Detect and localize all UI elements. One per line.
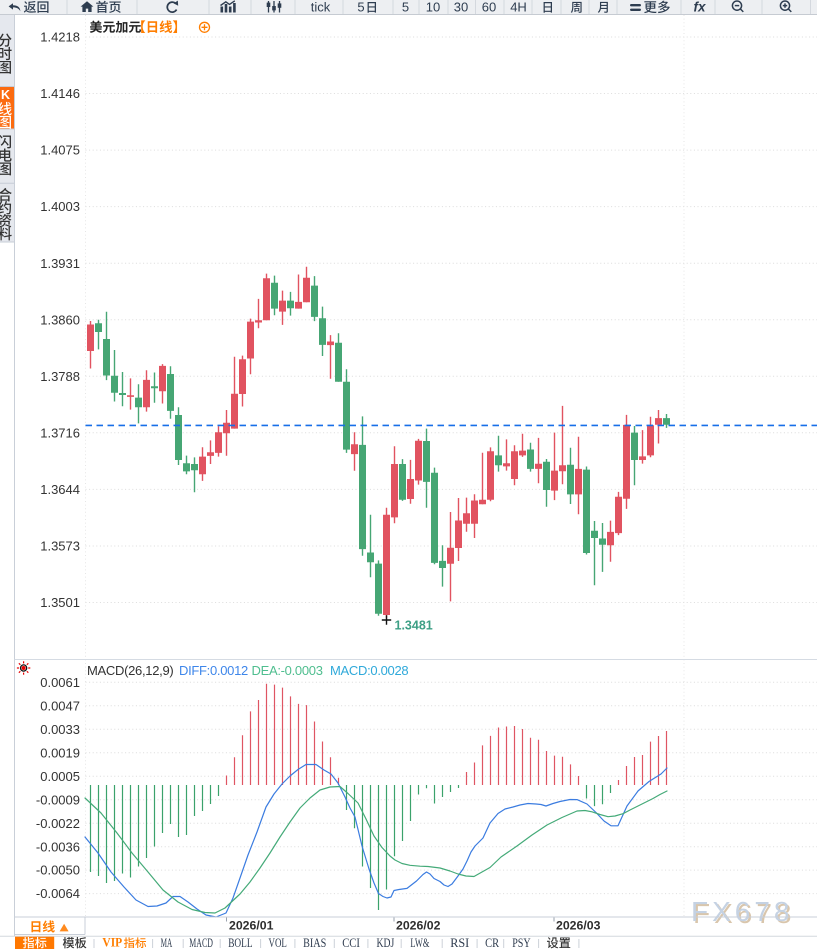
svg-text:-0.0009: -0.0009 [36,792,80,807]
svg-text:MACD: MACD [189,936,213,949]
svg-text:-0.0064: -0.0064 [36,886,80,901]
svg-text:K: K [1,88,10,102]
svg-text:30: 30 [454,0,468,14]
svg-text:MACD(26,12,9): MACD(26,12,9) [87,663,173,678]
svg-text:0.0005: 0.0005 [40,769,80,784]
svg-text:DEA:-0.0003: DEA:-0.0003 [252,663,323,678]
svg-text:VIP: VIP [102,936,122,949]
svg-text:1.3644: 1.3644 [40,482,80,497]
svg-text:0.0019: 0.0019 [40,745,80,760]
svg-text:1.3931: 1.3931 [40,256,80,271]
svg-text:2026/02: 2026/02 [396,918,441,932]
svg-text:5: 5 [402,0,409,14]
svg-text:KDJ: KDJ [377,936,395,949]
svg-text:RSI: RSI [450,936,469,949]
svg-text:CCI: CCI [342,936,360,949]
svg-text:1.4218: 1.4218 [40,30,80,45]
svg-text:tick: tick [311,0,331,14]
svg-text:1.3573: 1.3573 [40,539,80,554]
svg-text:PSY: PSY [512,936,530,949]
svg-text:10: 10 [426,0,440,14]
svg-text:FX678: FX678 [691,896,794,927]
svg-text:2026/01: 2026/01 [229,918,274,932]
svg-text:60: 60 [482,0,496,14]
svg-text:-0.0022: -0.0022 [36,816,80,831]
svg-text:DIFF:0.0012: DIFF:0.0012 [179,663,248,678]
svg-text:BOLL: BOLL [228,936,252,949]
svg-text:1.3860: 1.3860 [40,312,80,327]
svg-text:1.4146: 1.4146 [40,86,80,101]
svg-text:1.3481: 1.3481 [395,618,433,632]
svg-text:1.4003: 1.4003 [40,199,80,214]
svg-text:MACD:0.0028: MACD:0.0028 [330,663,408,678]
svg-text:0.0061: 0.0061 [40,675,80,690]
svg-text:2026/03: 2026/03 [556,918,601,932]
svg-text:BIAS: BIAS [303,936,326,949]
svg-text:-0.0050: -0.0050 [36,863,80,878]
svg-text:0.0047: 0.0047 [40,698,80,713]
svg-text:1.4075: 1.4075 [40,143,80,158]
svg-text:1.3501: 1.3501 [40,595,80,610]
svg-text:MA: MA [161,936,173,949]
svg-text:VOL: VOL [269,936,287,949]
svg-text:1.3788: 1.3788 [40,369,80,384]
svg-text:fx: fx [693,0,705,15]
svg-text:FX678: FX678 [693,898,796,929]
svg-text:-0.0036: -0.0036 [36,839,80,854]
svg-text:CR: CR [485,936,500,949]
svg-text:0.0033: 0.0033 [40,722,80,737]
svg-text:LW&: LW& [410,936,429,949]
svg-text:5: 5 [357,0,364,14]
svg-text:4H: 4H [510,0,527,14]
svg-text:1.3716: 1.3716 [40,425,80,440]
